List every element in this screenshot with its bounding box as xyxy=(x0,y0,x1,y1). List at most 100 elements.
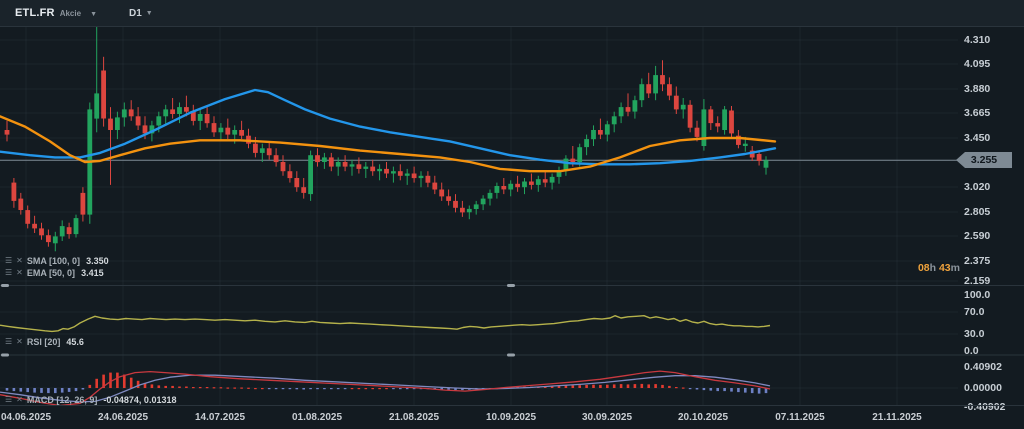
sma-line xyxy=(0,88,777,166)
macd-bar xyxy=(564,385,568,388)
candle xyxy=(239,130,244,136)
candle xyxy=(377,168,382,172)
macd-bar xyxy=(633,384,637,388)
macd-bar xyxy=(19,388,23,392)
close-icon[interactable]: ✕ xyxy=(16,268,23,277)
date-label: 21.08.2025 xyxy=(388,412,440,423)
pane-resize-handle[interactable] xyxy=(1,353,9,357)
candle xyxy=(121,109,127,118)
settings-icon[interactable]: ☰ xyxy=(5,268,13,277)
chart-toolbar: ETL.FR Akcie ▼ D1 ▼ xyxy=(0,0,1024,27)
ema-label: EMA [50, 0] xyxy=(26,268,76,278)
candle xyxy=(729,110,734,134)
macd-line xyxy=(0,370,771,405)
macd-bar xyxy=(281,388,285,390)
close-icon[interactable]: ✕ xyxy=(16,256,23,265)
macd-bar xyxy=(336,388,340,390)
macd-bar xyxy=(550,386,554,388)
candle xyxy=(639,84,645,101)
candle xyxy=(273,155,279,163)
candle xyxy=(190,111,196,121)
candle xyxy=(466,208,472,213)
macd-signal-line xyxy=(0,374,771,403)
candle xyxy=(184,107,189,112)
candle xyxy=(756,154,762,161)
countdown-minutes-unit: m xyxy=(950,262,960,274)
price-tick-label: 3.665 xyxy=(964,107,991,119)
timeframe-selector[interactable]: D1 ▼ xyxy=(129,8,153,19)
macd-bar xyxy=(612,384,616,388)
settings-icon[interactable]: ☰ xyxy=(5,337,13,346)
macd-bar xyxy=(371,388,374,390)
candle xyxy=(4,130,10,135)
candle xyxy=(135,116,141,126)
macd-bar xyxy=(233,387,236,389)
settings-icon[interactable]: ☰ xyxy=(5,395,13,404)
candle xyxy=(356,164,362,169)
date-label: 24.06.2025 xyxy=(97,412,149,423)
macd-bar xyxy=(695,388,699,390)
ema-value: 3.415 xyxy=(81,268,104,278)
candle xyxy=(232,130,238,135)
candle xyxy=(101,70,106,119)
candle xyxy=(570,158,576,162)
macd-bar xyxy=(247,387,250,389)
pane-resize-handle[interactable] xyxy=(507,353,515,357)
close-icon[interactable]: ✕ xyxy=(16,395,23,404)
macd-bar xyxy=(60,388,64,393)
candle xyxy=(59,226,65,237)
macd-bar xyxy=(640,383,644,388)
macd-bar xyxy=(599,384,602,388)
candle xyxy=(404,173,410,176)
macd-bar xyxy=(681,387,685,389)
timeframe-label: D1 xyxy=(129,7,142,19)
macd-value: -0.04874, 0.01318 xyxy=(103,395,177,405)
candle xyxy=(611,116,617,125)
candle xyxy=(535,179,541,185)
candle xyxy=(32,223,37,229)
macd-bar xyxy=(350,388,354,390)
chevron-down-icon: ▼ xyxy=(145,9,153,17)
price-tick-label: 4.095 xyxy=(964,58,991,70)
macd-bar xyxy=(95,378,98,388)
macd-bar xyxy=(543,386,547,388)
macd-bar xyxy=(399,388,402,390)
macd-bar xyxy=(74,388,78,392)
candle xyxy=(211,123,217,133)
macd-tick-label: 0.00000 xyxy=(964,382,1002,394)
candle xyxy=(363,166,369,169)
candle xyxy=(177,107,182,114)
candle xyxy=(549,176,555,183)
macd-bar xyxy=(661,384,664,388)
candle xyxy=(308,155,313,195)
candle xyxy=(515,183,520,188)
macd-bar xyxy=(606,384,609,388)
macd-bar xyxy=(405,388,409,390)
macd-bar xyxy=(12,388,16,392)
candle xyxy=(604,124,610,135)
macd-bar xyxy=(295,388,299,390)
candle xyxy=(52,236,58,244)
candle xyxy=(225,127,231,135)
pane-resize-handle[interactable] xyxy=(507,284,515,287)
macd-bar xyxy=(454,388,457,391)
price-tick-label: 3.020 xyxy=(964,181,991,193)
candle xyxy=(763,160,769,168)
macd-bar xyxy=(240,387,243,389)
candle xyxy=(432,182,438,190)
macd-bar xyxy=(385,388,388,390)
ema-line xyxy=(0,115,777,173)
candle xyxy=(736,135,741,145)
candle xyxy=(170,109,175,114)
macd-bar xyxy=(737,388,740,393)
macd-bar xyxy=(54,388,57,394)
symbol-selector[interactable]: ETL.FR Akcie ▼ xyxy=(15,7,97,19)
settings-icon[interactable]: ☰ xyxy=(5,256,13,265)
date-label: 04.06.2025 xyxy=(0,412,52,423)
close-icon[interactable]: ✕ xyxy=(16,337,23,346)
macd-bar xyxy=(5,388,9,391)
macd-bar xyxy=(81,388,85,390)
pane-resize-handle[interactable] xyxy=(1,284,9,287)
candle xyxy=(411,173,417,179)
